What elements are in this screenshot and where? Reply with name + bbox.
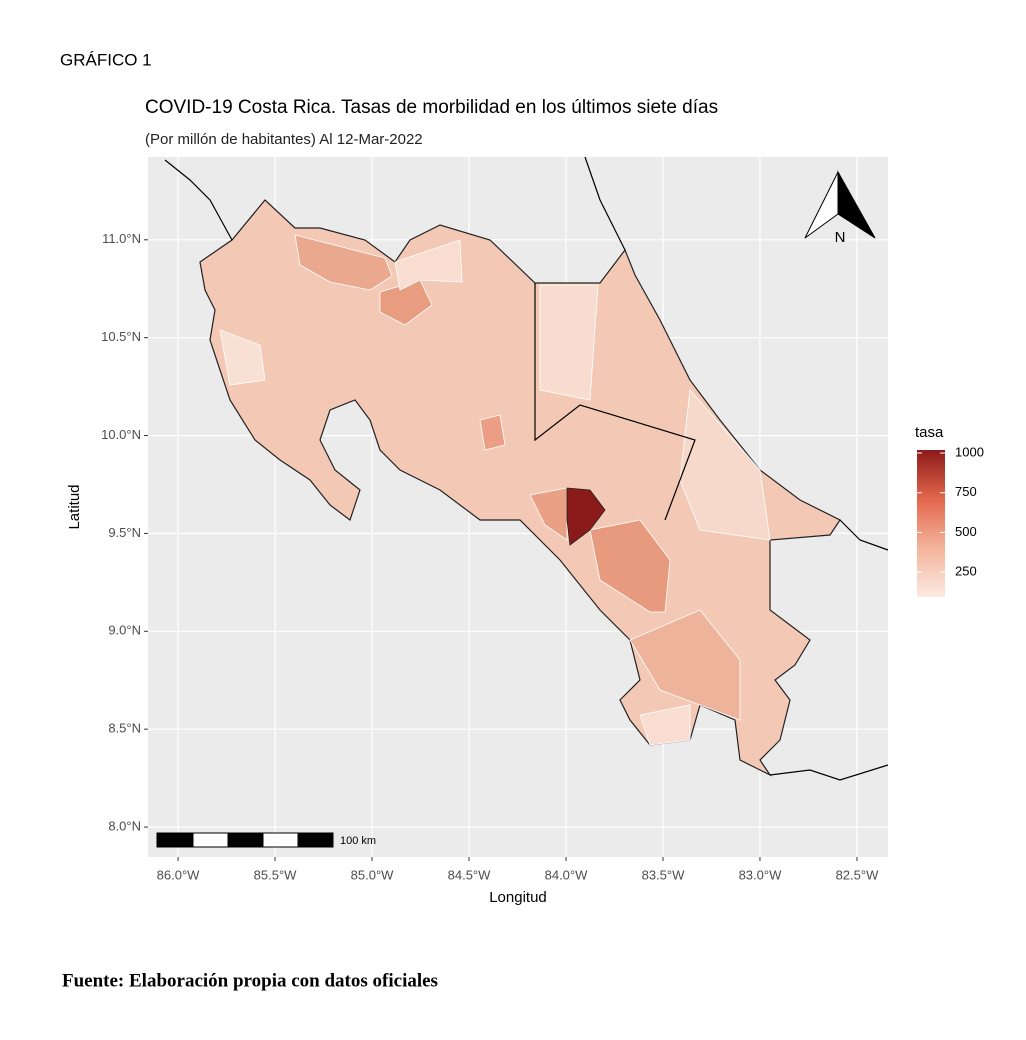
- scale-label: 100 km: [340, 835, 376, 847]
- scale-segment: [262, 832, 299, 848]
- x-tick-label: 83.0°W: [739, 867, 783, 882]
- border-line: [839, 519, 889, 551]
- x-tick-label: 84.0°W: [545, 867, 589, 882]
- legend-tick-label: 1000: [955, 444, 984, 459]
- north-label: N: [835, 229, 846, 246]
- region: [479, 414, 506, 451]
- y-tick-label: 11.0°N: [102, 231, 141, 246]
- y-axis-label: Latitud: [66, 484, 83, 529]
- neighbour-borders: [164, 156, 889, 781]
- region: [679, 389, 771, 541]
- map-title: COVID-19 Costa Rica. Tasas de morbilidad…: [145, 97, 718, 118]
- scale-segment: [227, 832, 264, 848]
- y-tick-label: 10.0°N: [101, 427, 141, 442]
- scale-segment: [156, 832, 194, 848]
- border-line: [164, 159, 233, 241]
- x-tick-label: 86.0°W: [157, 867, 201, 882]
- north-arrow-right: [837, 170, 876, 239]
- border-line: [769, 764, 889, 781]
- border-line: [534, 283, 696, 521]
- region: [219, 329, 266, 386]
- y-tick-label: 9.5°N: [108, 525, 141, 540]
- region: [529, 487, 568, 541]
- region: [639, 704, 691, 746]
- y-tick-label: 8.0°N: [108, 818, 141, 833]
- border-line: [584, 156, 626, 251]
- x-axis-label: Longitud: [489, 889, 547, 906]
- legend-tick-label: 250: [955, 564, 977, 579]
- region: [394, 239, 463, 291]
- scale-segment: [297, 832, 334, 848]
- legend-tick-label: 500: [955, 524, 977, 539]
- x-tick-label: 85.0°W: [351, 867, 395, 882]
- region: [294, 234, 393, 291]
- region: [539, 284, 599, 401]
- map-regions: [199, 199, 841, 777]
- scale-segment: [192, 832, 229, 848]
- y-tick-label: 9.0°N: [108, 623, 141, 638]
- footer: Fuente: Elaboración propia con datos ofi…: [62, 970, 438, 991]
- y-tick-label: 10.5°N: [101, 329, 141, 344]
- region: [589, 519, 671, 613]
- x-tick-label: 82.5°W: [836, 867, 880, 882]
- x-tick-label: 83.5°W: [642, 867, 686, 882]
- map-subtitle: (Por millón de habitantes) Al 12-Mar-202…: [145, 131, 423, 148]
- x-tick-label: 85.5°W: [254, 867, 298, 882]
- legend-title: tasa: [915, 424, 944, 441]
- legend-tick-label: 750: [955, 484, 977, 499]
- scale-bar: 100 km: [156, 832, 376, 848]
- y-tick-label: 8.5°N: [108, 721, 141, 736]
- x-tick-label: 84.5°W: [448, 867, 492, 882]
- region: [566, 487, 606, 546]
- legend-colorbar: [917, 450, 945, 597]
- region: [629, 609, 741, 721]
- header: GRÁFICO 1: [60, 50, 152, 69]
- north-arrow: N: [804, 170, 876, 246]
